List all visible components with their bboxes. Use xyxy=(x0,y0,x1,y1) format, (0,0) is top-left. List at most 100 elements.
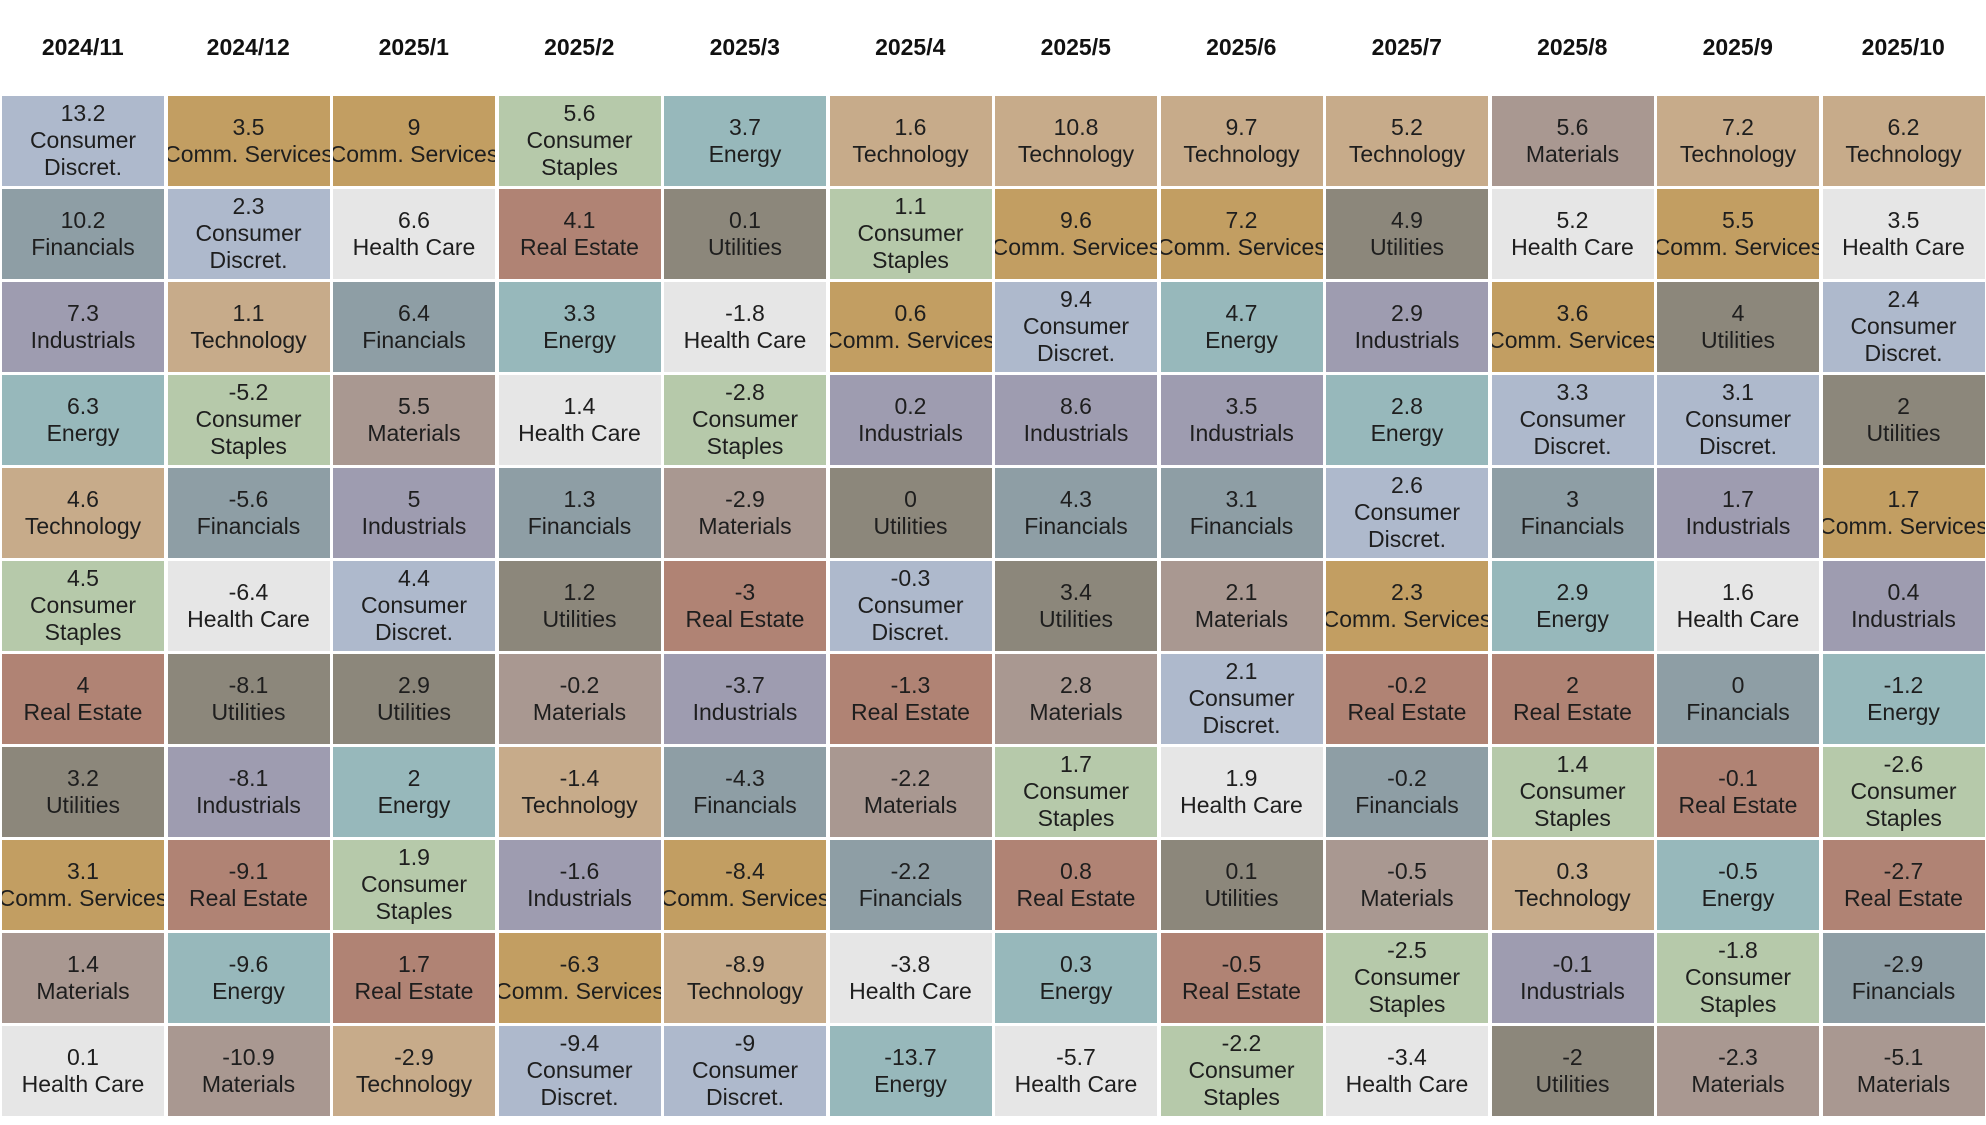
column-header: 2025/7 xyxy=(1371,33,1442,60)
sector-cell: -3.7 Industrials xyxy=(662,652,828,746)
cell-sector-label: Staples xyxy=(1037,805,1115,832)
cell-value: 0.3 xyxy=(1060,950,1092,977)
cell-value: 1.7 xyxy=(1722,485,1754,512)
cell-sector-label: Financials xyxy=(196,512,301,539)
cell-value: 3.7 xyxy=(729,113,761,140)
cell-value: 0.1 xyxy=(1225,857,1258,884)
sector-cell: 10.8 Technology xyxy=(993,94,1159,188)
sector-cell: -9.6 Energy xyxy=(165,931,332,1025)
sector-cell: 2.6 Consumer Discret. xyxy=(1324,466,1490,560)
cell-sector-label: Industrials xyxy=(1189,419,1294,446)
cell-sector-label: Financials xyxy=(362,326,466,353)
cell-value: -0.3 xyxy=(890,565,931,592)
cell-value: -2.6 xyxy=(1883,751,1924,778)
cell-value: 2.9 xyxy=(398,671,430,698)
cell-sector-label: Industrials xyxy=(1520,977,1625,1004)
cell-sector-label: Industrials xyxy=(30,326,136,353)
sector-cell: -2.8 Consumer Staples xyxy=(662,373,828,467)
sector-cell: 1.6 Technology xyxy=(827,94,994,188)
cell-sector-label: Energy xyxy=(543,326,616,353)
sector-cell: -8.1 Utilities xyxy=(165,652,332,746)
sector-cell: -1.8 Health Care xyxy=(662,280,828,374)
sector-cell: 13.2 Consumer Discret. xyxy=(0,94,166,188)
cell-sector-label: Utilities xyxy=(211,698,286,725)
sector-cell: 4.5 Consumer Staples xyxy=(0,559,166,653)
sector-cell: -2.6 Consumer Staples xyxy=(1820,745,1986,839)
cell-sector-label: Materials xyxy=(532,698,627,725)
cell-value: 0.6 xyxy=(894,299,927,326)
cell-sector-label: Real Estate xyxy=(23,698,143,725)
sector-cell: 4 Real Estate xyxy=(0,652,166,746)
sector-cell: -13.7 Energy xyxy=(827,1024,994,1118)
cell-value: 1.1 xyxy=(894,193,927,220)
sector-cell: 2 Utilities xyxy=(1820,373,1986,467)
cell-sector-label: Utilities xyxy=(1700,326,1776,353)
sector-cell: 2.8 Materials xyxy=(993,652,1159,746)
cell-sector-label: Energy xyxy=(212,977,285,1004)
cell-value: 0.1 xyxy=(67,1043,99,1070)
cell-sector-label: Technology xyxy=(190,326,307,353)
sector-cell: 5 Industrials xyxy=(331,466,497,560)
sector-cell: -2.2 Materials xyxy=(827,745,994,839)
cell-sector-label: Staples xyxy=(1203,1084,1280,1111)
sector-cell: -6.3 Comm. Services xyxy=(496,931,663,1025)
cell-sector-label: Industrials xyxy=(858,419,963,446)
sector-cell: 4.4 Consumer Discret. xyxy=(331,559,497,653)
cell-sector-label: Real Estate xyxy=(685,605,805,632)
sector-cell: 2.9 Energy xyxy=(1489,559,1656,653)
cell-value: -0.1 xyxy=(1552,950,1593,977)
sector-cell: -2.2 Consumer Staples xyxy=(1158,1024,1325,1118)
sector-cell: -2.9 Technology xyxy=(331,1024,497,1118)
cell-value: -9.4 xyxy=(559,1030,600,1057)
cell-value: 0.1 xyxy=(729,206,761,233)
cell-sector-label: Discret. xyxy=(1533,433,1612,460)
cell-sector-label: Staples xyxy=(210,433,287,460)
sector-cell: 5.2 Health Care xyxy=(1489,187,1656,281)
cell-sector-label: Industrials xyxy=(196,791,301,818)
sector-cell: 2.1 Materials xyxy=(1158,559,1325,653)
cell-sector-label: Energy xyxy=(1205,326,1278,353)
sector-cell: 3.4 Utilities xyxy=(993,559,1159,653)
sector-cell: 0.3 Technology xyxy=(1489,838,1656,932)
cell-sector-label: Materials xyxy=(1525,140,1620,167)
cell-sector-label: Energy xyxy=(377,791,451,818)
cell-sector-label: Industrials xyxy=(692,698,798,725)
cell-sector-label: Consumer xyxy=(857,592,964,619)
cell-sector-label: Industrials xyxy=(1354,326,1460,353)
cell-sector-label: Materials xyxy=(1194,605,1289,632)
cell-sector-label: Financials xyxy=(1686,698,1790,725)
cell-sector-label: Materials xyxy=(367,419,461,446)
cell-sector-label: Technology xyxy=(24,512,142,539)
cell-value: 2 xyxy=(1566,671,1579,698)
sector-cell: 1.7 Consumer Staples xyxy=(993,745,1159,839)
cell-sector-label: Staples xyxy=(872,247,949,274)
cell-sector-label: Technology xyxy=(355,1070,473,1097)
sector-cell: -3 Real Estate xyxy=(662,559,828,653)
cell-value: 5.5 xyxy=(1722,206,1754,233)
cell-value: 3.1 xyxy=(1225,485,1258,512)
sector-cell: 0.8 Real Estate xyxy=(993,838,1159,932)
cell-sector-label: Staples xyxy=(1865,805,1942,832)
cell-sector-label: Energy xyxy=(1867,698,1940,725)
sector-cell: -10.9 Materials xyxy=(165,1024,332,1118)
cell-sector-label: Comm. Services xyxy=(496,977,663,1004)
cell-sector-label: Discret. xyxy=(44,154,122,181)
cell-sector-label: Technology xyxy=(1348,140,1466,167)
cell-sector-label: Energy xyxy=(46,419,120,446)
sector-cell: 1.9 Consumer Staples xyxy=(331,838,497,932)
cell-sector-label: Energy xyxy=(1370,419,1444,446)
cell-sector-label: Discret. xyxy=(1368,526,1446,553)
cell-value: -2 xyxy=(1562,1043,1583,1070)
cell-value: 1.6 xyxy=(1722,578,1754,605)
cell-value: -0.2 xyxy=(559,671,600,698)
cell-value: 6.6 xyxy=(398,206,430,233)
cell-sector-label: Utilities xyxy=(1866,419,1941,446)
sector-cell: -0.3 Consumer Discret. xyxy=(827,559,994,653)
cell-sector-label: Industrials xyxy=(527,884,632,911)
cell-sector-label: Real Estate xyxy=(1678,791,1798,818)
cell-sector-label: Financials xyxy=(693,791,797,818)
sector-cell: 5.5 Comm. Services xyxy=(1655,187,1821,281)
cell-sector-label: Utilities xyxy=(707,233,783,260)
cell-sector-label: Health Care xyxy=(1676,605,1800,632)
sector-cell: 7.2 Technology xyxy=(1655,94,1821,188)
